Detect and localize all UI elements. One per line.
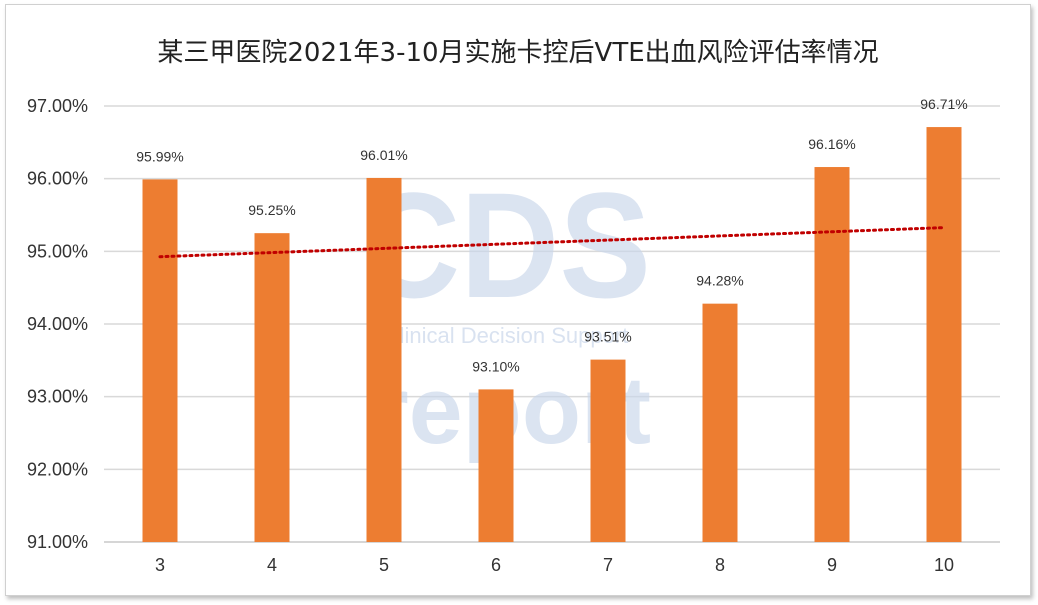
- data-label: 96.01%: [360, 147, 407, 163]
- data-labels: 95.99% 95.25% 96.01% 93.10% 93.51% 94.28% 96.1…: [136, 96, 967, 374]
- bars: [142, 127, 962, 543]
- bar: [142, 179, 178, 543]
- x-tick-label: 4: [267, 555, 277, 575]
- bar: [366, 177, 402, 542]
- data-label: 95.99%: [136, 148, 183, 164]
- x-axis-ticks: 3 4 5 6 7 8 9 10: [155, 555, 954, 575]
- bar: [926, 127, 962, 542]
- y-tick-label: 94.00%: [27, 314, 88, 334]
- y-tick-label: 93.00%: [27, 387, 88, 407]
- bar: [702, 303, 738, 542]
- watermark-logo: CDS: [361, 161, 651, 329]
- trendline: [158, 226, 946, 259]
- x-tick-label: 3: [155, 555, 165, 575]
- x-tick-label: 7: [603, 555, 613, 575]
- watermark: CDS Clinical Decision Support report: [361, 161, 651, 464]
- trendline-line: [158, 226, 946, 259]
- bar-chart: 某三甲医院2021年3-10月实施卡控后VTE出血风险评估率情况 91.00%9…: [27, 38, 1000, 575]
- bar: [814, 167, 850, 543]
- watermark-tagline: Clinical Decision Support: [384, 323, 629, 348]
- data-label: 93.10%: [472, 358, 519, 374]
- y-tick-label: 92.00%: [27, 459, 88, 479]
- x-tick-label: 10: [934, 555, 954, 575]
- x-tick-label: 8: [715, 555, 725, 575]
- y-axis-ticks: 91.00% 92.00% 93.00% 94.00% 95.00% 96.00% 97.0…: [27, 96, 88, 552]
- x-tick-label: 6: [491, 555, 501, 575]
- chart-frame: 某三甲医院2021年3-10月实施卡控后VTE出血风险评估率情况 91.00% 9…: [5, 4, 1031, 596]
- data-label: 96.16%: [808, 136, 855, 152]
- gridlines: [104, 105, 1000, 543]
- y-tick-label: 91.00%: [27, 532, 88, 552]
- bar: [254, 233, 290, 542]
- y-tick-label: 95.00%: [27, 241, 88, 261]
- y-tick-label: 96.00%: [27, 169, 88, 189]
- bar: [478, 389, 514, 542]
- data-label: 95.25%: [248, 202, 295, 218]
- data-label: 94.28%: [696, 273, 743, 289]
- y-tick-label: 97.00%: [27, 96, 88, 116]
- x-tick-label: 5: [379, 555, 389, 575]
- data-label: 96.71%: [920, 96, 967, 112]
- chart-title: 某三甲医院2021年3-10月实施卡控后VTE出血风险评估率情况: [157, 38, 878, 68]
- data-label: 93.51%: [584, 329, 631, 345]
- bar: [590, 359, 626, 542]
- x-tick-label: 9: [827, 555, 837, 575]
